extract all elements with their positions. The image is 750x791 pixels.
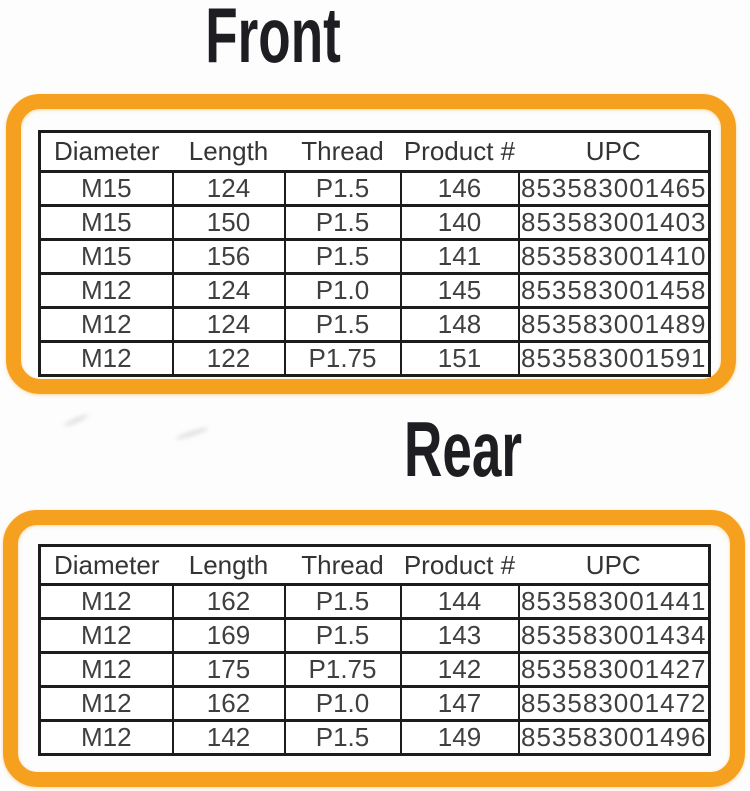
table-cell: M15 bbox=[38, 170, 174, 207]
table-cell: 162 bbox=[171, 583, 286, 620]
table-cell: 853583001410 bbox=[517, 238, 711, 275]
table-cell: 151 bbox=[399, 340, 520, 377]
table-cell: 146 bbox=[399, 170, 520, 207]
table-cell: P1.5 bbox=[283, 204, 402, 241]
table-cell: 143 bbox=[399, 617, 520, 654]
table-cell: M15 bbox=[38, 204, 174, 241]
table-cell: M12 bbox=[38, 583, 174, 620]
smudge-artifact bbox=[175, 425, 209, 442]
table-cell: 148 bbox=[399, 306, 520, 343]
table-cell: M12 bbox=[38, 685, 174, 722]
table-cell: P1.5 bbox=[283, 719, 402, 756]
table-row: M12 142 P1.5 149 853583001496 bbox=[38, 719, 711, 756]
table-cell: 149 bbox=[399, 719, 520, 756]
table-cell: P1.5 bbox=[283, 617, 402, 654]
table-cell: 145 bbox=[399, 272, 520, 309]
table-cell: M12 bbox=[38, 617, 174, 654]
column-header-upc: UPC bbox=[518, 545, 710, 586]
table-cell: 147 bbox=[399, 685, 520, 722]
table-cell: 142 bbox=[171, 719, 286, 756]
column-header-thread: Thread bbox=[284, 131, 401, 173]
table-cell: 141 bbox=[399, 238, 520, 275]
table-cell: 150 bbox=[171, 204, 286, 241]
table-cell: P1.5 bbox=[283, 238, 402, 275]
table-cell: M12 bbox=[38, 651, 174, 688]
table-cell: 156 bbox=[171, 238, 286, 275]
table-cell: 853583001489 bbox=[517, 306, 711, 343]
front-spec-table: Diameter Length Thread Product # UPC M15 124 P1… bbox=[38, 130, 711, 377]
column-header-product: Product # bbox=[400, 131, 519, 173]
table-cell: 140 bbox=[399, 204, 520, 241]
column-header-product: Product # bbox=[400, 545, 519, 586]
smudge-artifact bbox=[63, 412, 89, 429]
column-header-diameter: Diameter bbox=[39, 131, 173, 173]
table-cell: M12 bbox=[38, 340, 174, 377]
table-cell: 124 bbox=[171, 272, 286, 309]
rear-spec-table: Diameter Length Thread Product # UPC M12 162 P1… bbox=[38, 544, 711, 756]
table-row: M12 124 P1.5 148 853583001489 bbox=[38, 306, 711, 343]
table-cell: 853583001591 bbox=[517, 340, 711, 377]
table-row: M12 162 P1.5 144 853583001441 bbox=[38, 583, 711, 620]
front-table-frame bbox=[6, 94, 736, 394]
table-cell: M15 bbox=[38, 238, 174, 275]
table-cell: 853583001403 bbox=[517, 204, 711, 241]
table-cell: M12 bbox=[38, 719, 174, 756]
table-cell: 853583001427 bbox=[517, 651, 711, 688]
table-cell: 124 bbox=[171, 170, 286, 207]
table-cell: P1.0 bbox=[283, 685, 402, 722]
rear-section-title: Rear bbox=[404, 405, 522, 493]
table-cell: 169 bbox=[171, 617, 286, 654]
table-cell: P1.75 bbox=[283, 340, 402, 377]
table-cell: 122 bbox=[171, 340, 286, 377]
rear-table-frame bbox=[3, 510, 745, 787]
table-cell: 124 bbox=[171, 306, 286, 343]
table-row: M12 169 P1.5 143 853583001434 bbox=[38, 617, 711, 654]
table-cell: 853583001465 bbox=[517, 170, 711, 207]
table-cell: P1.75 bbox=[283, 651, 402, 688]
table-row: M15 150 P1.5 140 853583001403 bbox=[38, 204, 711, 241]
table-cell: P1.0 bbox=[283, 272, 402, 309]
header-row: Diameter Length Thread Product # UPC bbox=[39, 545, 710, 586]
table-row: M12 162 P1.0 147 853583001472 bbox=[38, 685, 711, 722]
column-header-upc: UPC bbox=[518, 131, 710, 173]
table-cell: P1.5 bbox=[283, 170, 402, 207]
column-header-length: Length bbox=[172, 131, 285, 173]
table-cell: 853583001441 bbox=[517, 583, 711, 620]
front-section-title: Front bbox=[205, 0, 341, 79]
table-cell: P1.5 bbox=[283, 306, 402, 343]
column-header-length: Length bbox=[172, 545, 285, 586]
table-cell: 162 bbox=[171, 685, 286, 722]
table-cell: 175 bbox=[171, 651, 286, 688]
column-header-diameter: Diameter bbox=[39, 545, 173, 586]
table-row: M12 124 P1.0 145 853583001458 bbox=[38, 272, 711, 309]
table-cell: M12 bbox=[38, 272, 174, 309]
table-cell: P1.5 bbox=[283, 583, 402, 620]
table-row: M15 156 P1.5 141 853583001410 bbox=[38, 238, 711, 275]
table-cell: 853583001434 bbox=[517, 617, 711, 654]
table-cell: M12 bbox=[38, 306, 174, 343]
column-header-thread: Thread bbox=[284, 545, 401, 586]
table-cell: 144 bbox=[399, 583, 520, 620]
table-row: M15 124 P1.5 146 853583001465 bbox=[38, 170, 711, 207]
table-cell: 853583001472 bbox=[517, 685, 711, 722]
table-cell: 142 bbox=[399, 651, 520, 688]
table-row: M12 175 P1.75 142 853583001427 bbox=[38, 651, 711, 688]
table-cell: 853583001496 bbox=[517, 719, 711, 756]
table-row: M12 122 P1.75 151 853583001591 bbox=[38, 340, 711, 377]
header-row: Diameter Length Thread Product # UPC bbox=[39, 131, 710, 173]
table-cell: 853583001458 bbox=[517, 272, 711, 309]
